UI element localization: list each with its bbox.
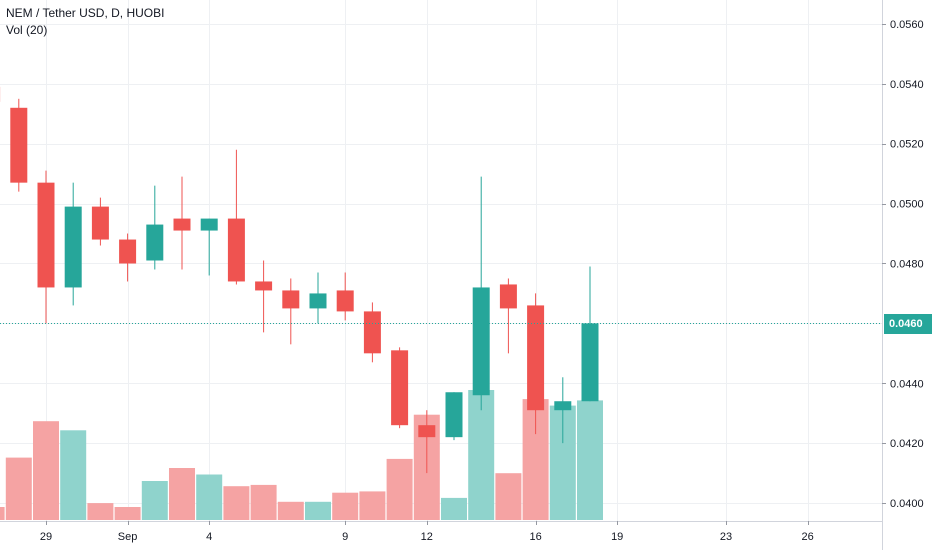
y-tick-label: 0.0500: [890, 199, 924, 211]
x-tick-label: 29: [40, 531, 52, 543]
x-tick-label: 26: [801, 531, 813, 543]
x-tick-label: 19: [611, 531, 623, 543]
candle-body: [37, 182, 55, 288]
y-tick-label: 0.0420: [890, 438, 924, 450]
symbol-title[interactable]: NEM / Tether USD, D, HUOBI: [6, 6, 165, 20]
y-tick-label: 0.0440: [890, 378, 924, 390]
volume-bar: [332, 492, 359, 520]
x-tick-label: 16: [529, 531, 541, 543]
candle-body: [282, 290, 300, 309]
candle-body: [336, 290, 354, 312]
candle-body: [391, 350, 409, 426]
volume-bar: [169, 468, 195, 520]
candle-body: [418, 425, 436, 438]
volume-bar: [386, 458, 413, 520]
volume-bar: [87, 503, 114, 520]
volume-bar: [33, 421, 59, 520]
candle-body: [527, 305, 545, 411]
candle-body: [554, 401, 572, 411]
volume-bars: [0, 390, 603, 520]
candles: [0, 86, 599, 474]
volume-bar: [468, 390, 495, 520]
volume-bar: [305, 501, 331, 520]
volume-bar: [495, 473, 522, 520]
candle-body: [309, 293, 327, 309]
volume-bar: [441, 497, 467, 520]
x-tick-label: 12: [421, 531, 433, 543]
candle-body: [227, 218, 245, 282]
candle-body: [91, 206, 109, 240]
x-tick-label: 9: [342, 531, 348, 543]
candle-body: [255, 281, 273, 291]
volume-bar: [359, 491, 386, 520]
candle-body: [173, 218, 191, 231]
y-tick-label: 0.0540: [890, 79, 924, 91]
x-tick-label: 4: [206, 531, 212, 543]
volume-bar: [60, 430, 87, 520]
volume-bar: [250, 484, 277, 520]
volume-bar: [5, 457, 32, 520]
y-tick-label: 0.0520: [890, 139, 924, 151]
candle-body: [64, 206, 82, 288]
candle-body: [119, 239, 137, 264]
y-tick-label: 0.0480: [890, 258, 924, 270]
x-tick-label: 23: [720, 531, 732, 543]
candle-body: [445, 392, 463, 438]
y-tick-label: 0.0560: [890, 19, 924, 31]
volume-bar: [577, 400, 603, 520]
volume-bar: [277, 501, 304, 520]
volume-bar: [114, 507, 141, 520]
candle-body: [10, 107, 28, 183]
y-tick-label: 0.0400: [890, 498, 924, 510]
candle-body: [472, 287, 490, 396]
volume-bar: [0, 507, 5, 520]
x-tick-label: Sep: [118, 531, 138, 543]
candle-body: [363, 311, 381, 354]
volume-bar: [223, 486, 250, 520]
chart-legend: NEM / Tether USD, D, HUOBI Vol (20): [6, 5, 164, 39]
current-price-badge: 0.0460: [884, 313, 932, 334]
candle-body: [499, 284, 517, 309]
candle-body: [146, 224, 164, 261]
candle-body: [200, 218, 218, 231]
volume-bar: [196, 474, 223, 520]
candle-body: [581, 323, 599, 402]
volume-bar: [141, 481, 168, 520]
volume-indicator-label[interactable]: Vol (20): [6, 23, 48, 37]
